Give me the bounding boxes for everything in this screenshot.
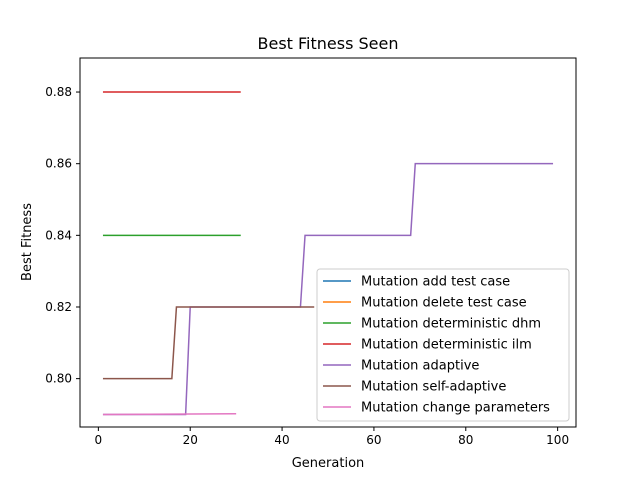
series-line-6: [102, 412, 237, 416]
legend-entry: Mutation deterministic ilm: [361, 338, 532, 353]
y-tick-label: 0.86: [45, 157, 72, 171]
legend-entry: Mutation change parameters: [361, 401, 550, 416]
y-tick-label: 0.88: [45, 85, 72, 99]
x-tick-label: 60: [366, 433, 381, 447]
legend-entry: Mutation self-adaptive: [361, 380, 506, 395]
legend-entry: Mutation delete test case: [361, 296, 527, 311]
legend-entry: Mutation adaptive: [361, 359, 479, 374]
chart-title: Best Fitness Seen: [258, 34, 399, 53]
y-axis-label: Best Fitness: [20, 203, 35, 281]
x-axis-label: Generation: [292, 456, 365, 471]
legend-box: [316, 268, 570, 422]
legend-entry: Mutation deterministic dhm: [361, 317, 541, 332]
x-tick-label: 80: [458, 433, 473, 447]
x-tick-label: 0: [95, 433, 103, 447]
y-tick-label: 0.82: [45, 300, 72, 314]
x-axis: 0 20 40 60 80 100: [95, 427, 569, 447]
y-axis: 0.80 0.82 0.84 0.86 0.88: [45, 85, 80, 386]
y-tick-label: 0.80: [45, 372, 72, 386]
x-tick-label: 20: [183, 433, 198, 447]
legend-entry: Mutation add test case: [361, 275, 510, 290]
x-tick-label: 100: [546, 433, 569, 447]
series-line-4: [102, 162, 554, 416]
x-tick-label: 40: [274, 433, 289, 447]
legend: Mutation add test case Mutation delete te…: [316, 268, 570, 422]
axes-frame: [79, 57, 577, 428]
plot-area: [102, 91, 554, 416]
series-line-5: [102, 306, 315, 380]
y-tick-label: 0.84: [45, 228, 72, 242]
